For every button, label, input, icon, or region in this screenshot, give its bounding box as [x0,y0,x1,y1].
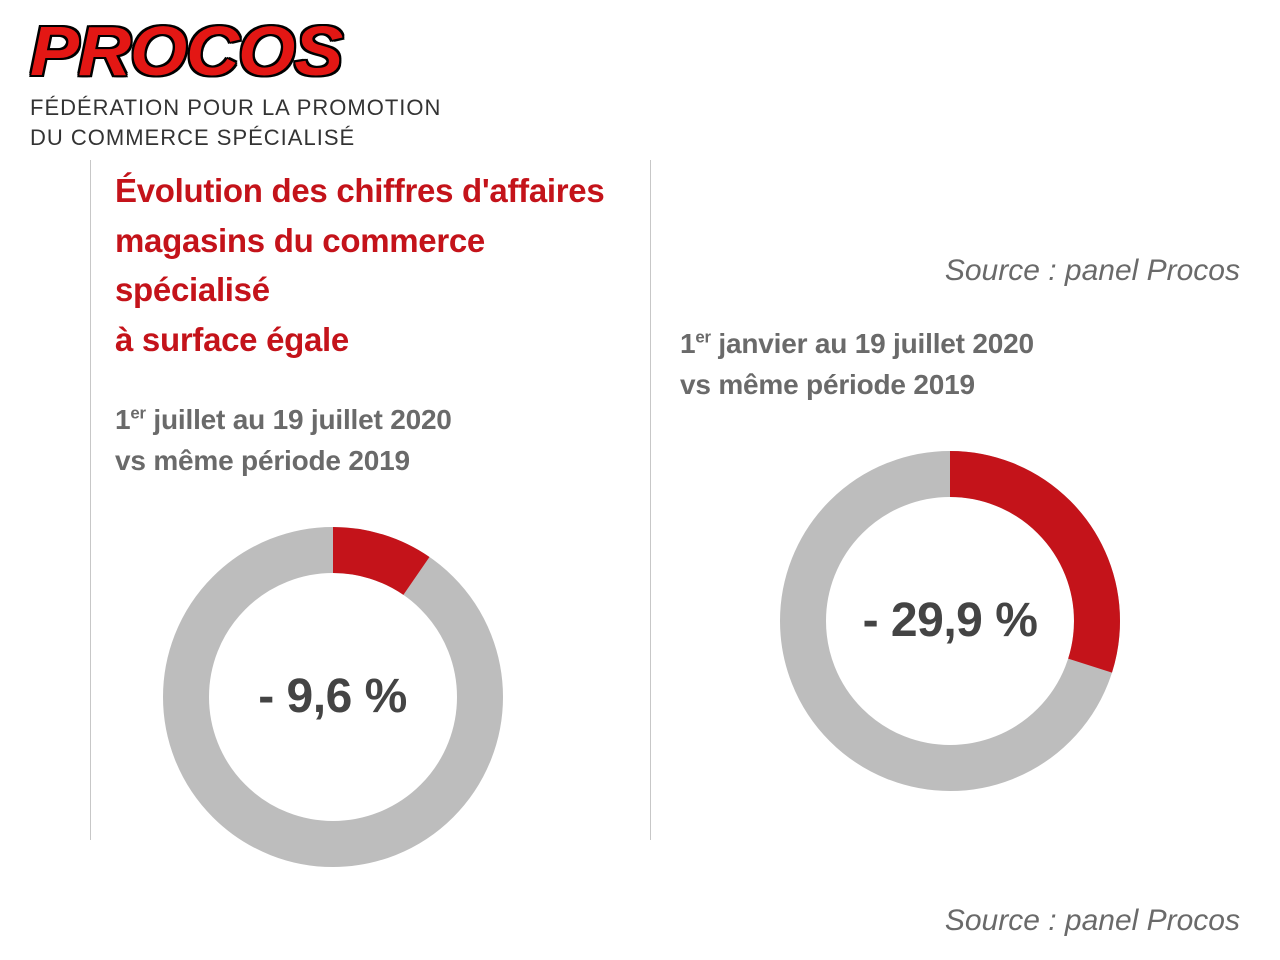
right-period-line2: vs même période 2019 [680,369,975,400]
left-inner: Évolution des chiffres d'affaires magasi… [30,160,630,866]
right-inner: Source : panel Procos 1er janvier au 19 … [650,160,1250,790]
right-column: Source : panel Procos 1er janvier au 19 … [650,160,1250,840]
logo-subtitle: FÉDÉRATION POUR LA PROMOTION DU COMMERCE… [30,93,1250,152]
left-column: Évolution des chiffres d'affaires magasi… [30,160,630,840]
left-donut-label: - 9,6 % [163,527,503,867]
left-period-prefix: 1 [115,404,130,435]
title-line2: magasins du commerce spécialisé [115,222,485,309]
title-line1: Évolution des chiffres d'affaires [115,172,604,209]
logo-subtitle-line2: DU COMMERCE SPÉCIALISÉ [30,125,355,150]
logo-block: PROCOS FÉDÉRATION POUR LA PROMOTION DU C… [30,20,1250,152]
left-donut-wrap: - 9,6 % [115,527,630,867]
right-period-rest: janvier au 19 juillet 2020 [711,328,1034,359]
right-donut: - 29,9 % [780,451,1120,791]
content-row: Évolution des chiffres d'affaires magasi… [30,160,1250,840]
page-root: PROCOS FÉDÉRATION POUR LA PROMOTION DU C… [0,0,1280,960]
source-bottom: Source : panel Procos [945,904,1240,938]
right-donut-wrap: - 29,9 % [680,451,1250,791]
left-donut: - 9,6 % [163,527,503,867]
right-period-prefix: 1 [680,328,695,359]
main-title: Évolution des chiffres d'affaires magasi… [115,166,630,364]
left-period-sup: er [130,404,145,423]
left-period-line2: vs même période 2019 [115,445,410,476]
title-line3: à surface égale [115,321,349,358]
logo-text: PROCOS [30,20,1280,83]
right-period-sup: er [695,328,710,347]
left-period: 1er juillet au 19 juillet 2020 vs même p… [115,400,630,481]
right-divider [650,160,651,840]
source-top: Source : panel Procos [680,254,1250,288]
left-divider [90,160,91,840]
right-period: 1er janvier au 19 juillet 2020 vs même p… [680,324,1250,405]
right-donut-label: - 29,9 % [780,451,1120,791]
logo-subtitle-line1: FÉDÉRATION POUR LA PROMOTION [30,95,441,120]
left-period-rest: juillet au 19 juillet 2020 [146,404,452,435]
